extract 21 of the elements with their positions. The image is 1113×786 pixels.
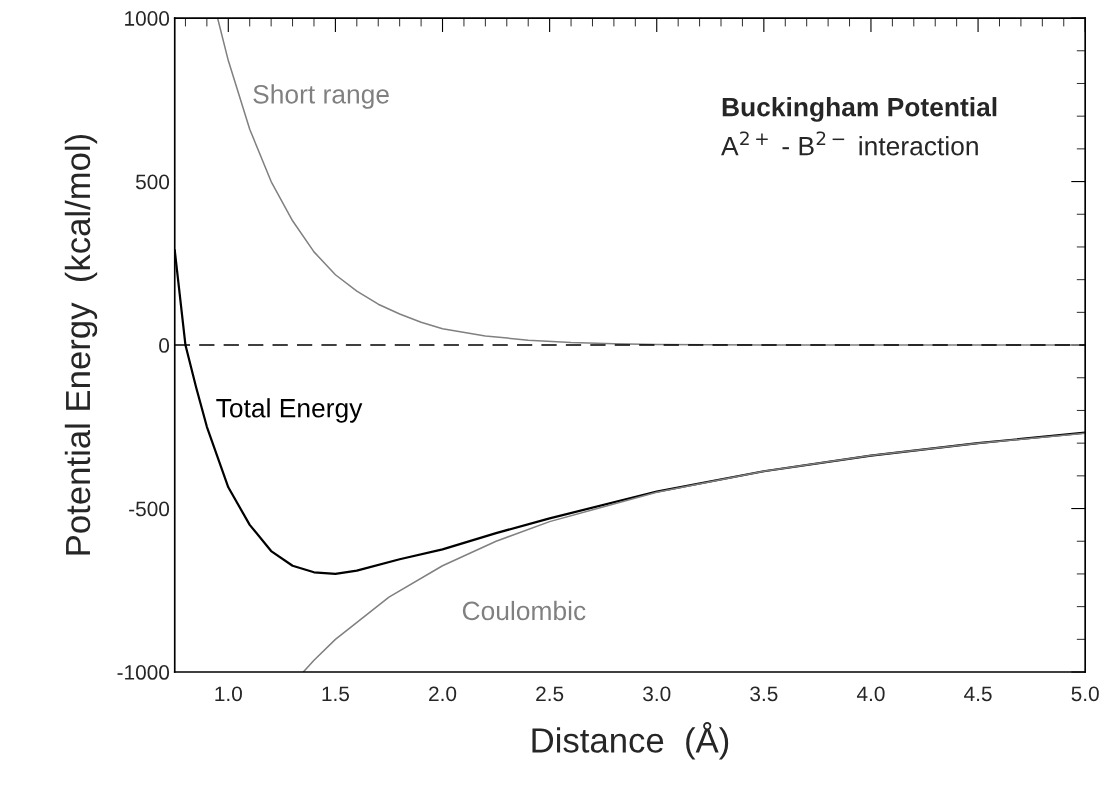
x-tick-label: 1.0 (215, 686, 242, 702)
x-tick-label: 4.5 (964, 686, 992, 702)
x-axis-title: Distance (Å) (532, 721, 729, 760)
text: A$^{2+}$ - B$^{2−}$ interaction (721, 131, 978, 156)
x-tick-label: 2.5 (536, 686, 564, 702)
y-tick-label: 500 (135, 174, 170, 190)
x-tick-label: 2.0 (429, 686, 457, 702)
y-tick-label: -500 (129, 501, 170, 517)
y-tick-label: -1000 (117, 665, 170, 680)
series-label: Short range (253, 84, 389, 109)
series-label: Total Energy (216, 398, 363, 423)
y-tick-label: 0 (159, 338, 170, 353)
x-tick-label: 3.0 (643, 686, 671, 702)
x-tick-label: 5.0 (1071, 686, 1099, 702)
x-tick-label: 3.5 (750, 686, 778, 702)
x-tick-label: 4.0 (856, 686, 885, 702)
series-label: Coulombic (462, 600, 586, 621)
y-tick-label: 1000 (125, 11, 170, 26)
text: Buckingham Potential (722, 97, 997, 122)
x-tick-label: 1.5 (322, 686, 350, 702)
y-axis-title: Potential Energy (kcal/mol) (64, 134, 98, 555)
